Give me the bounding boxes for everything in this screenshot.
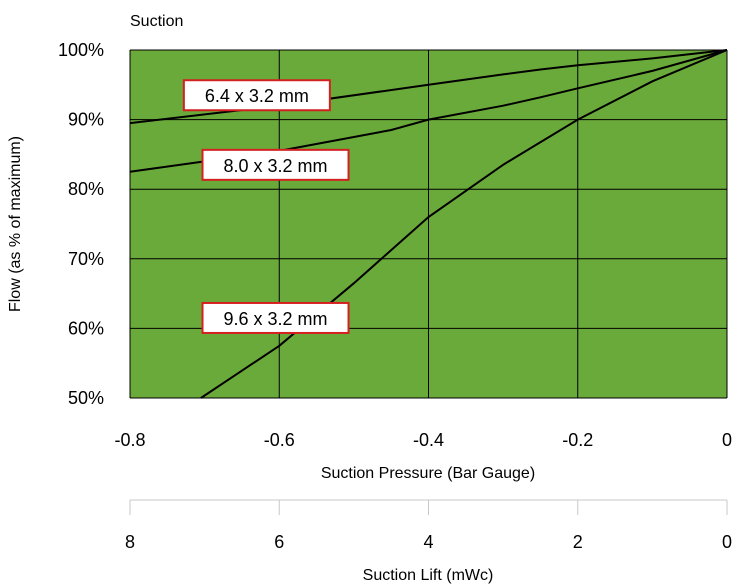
- y-axis-title: Flow (as % of maximum): [7, 136, 24, 312]
- y-tick-label: 70%: [68, 249, 104, 269]
- y-tick-label: 60%: [68, 318, 104, 338]
- y-tick-label: 50%: [68, 388, 104, 408]
- y-tick-label: 90%: [68, 110, 104, 130]
- y-ticks: 50% 60% 70% 80% 90% 100%: [58, 40, 104, 408]
- secondary-x-tick-label: 6: [274, 532, 284, 552]
- series-labels: 6.4 x 3.2 mm 8.0 x 3.2 mm 9.6 x 3.2 mm: [182, 79, 350, 334]
- secondary-x-ticks: 8 6 4 2 0: [125, 500, 732, 552]
- series-label-text: 6.4 x 3.2 mm: [205, 86, 309, 106]
- series-label-text: 8.0 x 3.2 mm: [223, 156, 327, 176]
- x-tick-label: -0.4: [413, 430, 444, 450]
- y-tick-label: 100%: [58, 40, 104, 60]
- x-ticks: -0.8 -0.6 -0.4 -0.2 0: [114, 430, 732, 450]
- series-line-3: [200, 49, 728, 399]
- x-tick-label: -0.2: [562, 430, 593, 450]
- y-tick-label: 80%: [68, 179, 104, 199]
- series-label-box: [201, 301, 350, 334]
- x-tick-label: -0.6: [264, 430, 295, 450]
- series-label-3: 9.6 x 3.2 mm: [201, 301, 350, 334]
- series-label-2: 8.0 x 3.2 mm: [201, 148, 350, 181]
- series-label-box: [201, 148, 350, 181]
- chart-title: Suction: [130, 13, 183, 30]
- series-label-box: [182, 79, 331, 112]
- x-tick-label: -0.8: [114, 430, 145, 450]
- series-label-1: 6.4 x 3.2 mm: [182, 79, 331, 112]
- x-axis-title: Suction Pressure (Bar Gauge): [321, 465, 535, 482]
- x-tick-label: 0: [722, 430, 732, 450]
- secondary-x-tick-label: 0: [722, 532, 732, 552]
- series-label-text: 9.6 x 3.2 mm: [223, 309, 327, 329]
- secondary-x-tick-label: 8: [125, 532, 135, 552]
- secondary-x-axis-title: Suction Lift (mWc): [363, 567, 494, 584]
- secondary-x-tick-label: 4: [423, 532, 433, 552]
- secondary-x-tick-label: 2: [573, 532, 583, 552]
